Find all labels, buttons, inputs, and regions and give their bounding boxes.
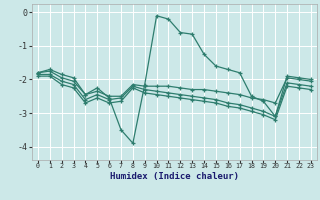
X-axis label: Humidex (Indice chaleur): Humidex (Indice chaleur) bbox=[110, 172, 239, 181]
